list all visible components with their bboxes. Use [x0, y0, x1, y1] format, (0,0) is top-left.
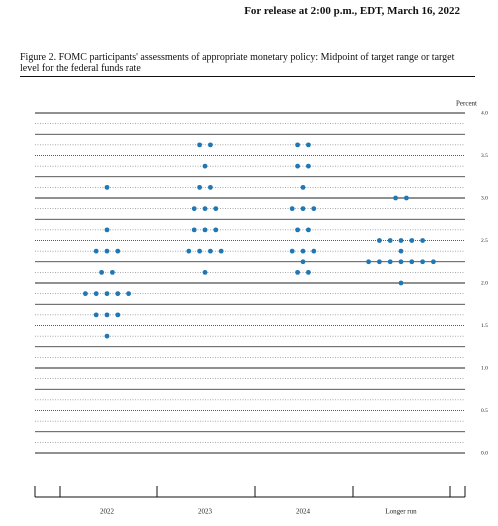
dot [289, 206, 295, 212]
dot [300, 259, 306, 265]
dot [93, 312, 99, 318]
dot [295, 227, 300, 233]
dot [420, 238, 425, 243]
dot [295, 163, 300, 169]
dot [398, 280, 404, 286]
dot [431, 259, 436, 265]
dot [191, 206, 197, 212]
dot [83, 291, 88, 297]
dot [387, 238, 393, 243]
dot [197, 184, 203, 190]
dot [311, 248, 317, 254]
dot [208, 184, 213, 190]
dot [409, 259, 415, 265]
dot [213, 227, 219, 233]
dot [366, 259, 371, 265]
dot [104, 312, 110, 318]
dot [115, 312, 121, 318]
x-tick-label: 2022 [100, 508, 115, 516]
dot [295, 269, 300, 275]
dot [404, 195, 409, 201]
dot [202, 163, 208, 169]
y-tick-label: 3.0 [481, 195, 488, 201]
dot [93, 248, 99, 254]
chart-title: Figure 2. FOMC participants' assessments… [20, 52, 475, 77]
dot [99, 269, 104, 275]
y-tick-label: 1.0 [481, 365, 488, 371]
dot [208, 142, 213, 148]
dot [377, 259, 382, 265]
x-tick-label: 2024 [296, 508, 311, 516]
dot [306, 142, 311, 148]
dot [300, 248, 306, 254]
dot [104, 248, 110, 254]
x-tick-label: 2023 [198, 508, 213, 516]
dot [311, 206, 317, 212]
y-tick-label: 1.5 [481, 323, 488, 329]
y-tick-label: 4.0 [481, 110, 488, 116]
dot [104, 333, 110, 339]
dot [295, 142, 300, 148]
dot [186, 248, 192, 254]
dot [202, 227, 208, 233]
dot [393, 195, 398, 201]
y-axis-label: Percent [456, 100, 477, 108]
dot [208, 248, 213, 254]
dot [104, 227, 110, 233]
dot [126, 291, 131, 297]
x-tick-label: Longer run [385, 508, 417, 516]
dot [104, 184, 110, 190]
y-tick-label: 0.0 [481, 450, 488, 456]
dot [115, 291, 121, 297]
dot [202, 206, 208, 212]
y-tick-label: 2.0 [481, 280, 488, 286]
y-tick-label: 3.5 [481, 153, 488, 159]
dot [398, 238, 404, 243]
dot [289, 248, 295, 254]
dot [191, 227, 197, 233]
dot [218, 248, 224, 254]
dot [387, 259, 393, 265]
dot [420, 259, 425, 265]
dot [300, 184, 306, 190]
dot [306, 163, 311, 169]
release-header: For release at 2:00 p.m., EDT, March 16,… [244, 5, 460, 17]
y-tick-label: 0.5 [481, 408, 488, 414]
dot [398, 248, 404, 254]
dot [115, 248, 121, 254]
dot [306, 227, 311, 233]
dot [197, 142, 203, 148]
dot [300, 206, 306, 212]
dot [202, 269, 208, 275]
y-tick-label: 2.5 [481, 238, 488, 244]
dot [104, 291, 110, 297]
dot [306, 269, 311, 275]
dot [409, 238, 415, 243]
dot [93, 291, 99, 297]
dot [110, 269, 115, 275]
dot [377, 238, 382, 243]
dot [213, 206, 219, 212]
dot [197, 248, 203, 254]
dot [398, 259, 404, 265]
